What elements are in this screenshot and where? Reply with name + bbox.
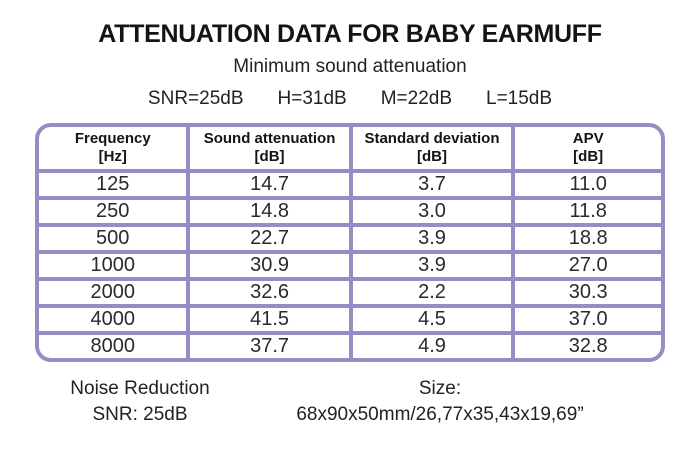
col-header-apv-unit: [dB] [573, 148, 604, 165]
noise-reduction-value: SNR: 25dB [92, 404, 188, 425]
cell-sound-attenuation: 22.7 [186, 223, 353, 254]
col-header-standard-deviation-label: Standard deviation [364, 130, 500, 147]
cell-standard-deviation: 3.9 [348, 250, 516, 281]
size-value: 68x90x50mm/26,77x35,43x19,69” [296, 404, 584, 425]
cell-standard-deviation: 4.5 [348, 304, 516, 335]
cell-sound-attenuation: 41.5 [186, 304, 353, 335]
cell-sound-attenuation: 14.7 [186, 169, 353, 200]
footer: Noise Reduction SNR: 25dB Size: 68x90x50… [0, 376, 700, 438]
col-header-standard-deviation: Standard deviation [dB] [348, 127, 516, 173]
param-h: H=31dB [277, 88, 347, 109]
cell-apv: 11.8 [511, 196, 661, 227]
cell-frequency: 2000 [39, 277, 191, 308]
table-header-row: Frequency [Hz] Sound attenuation [dB] St… [39, 127, 661, 173]
cell-standard-deviation: 2.2 [348, 277, 516, 308]
cell-standard-deviation: 4.9 [348, 331, 516, 358]
table-row: 2000 32.6 2.2 30.3 [39, 277, 661, 308]
table-row: 8000 37.7 4.9 32.8 [39, 331, 661, 358]
table-row: 500 22.7 3.9 18.8 [39, 223, 661, 254]
col-header-apv-label: APV [572, 130, 604, 147]
col-header-apv: APV [dB] [511, 127, 661, 173]
cell-frequency: 500 [39, 223, 191, 254]
subtitle: Minimum sound attenuation [233, 56, 467, 77]
cell-apv: 18.8 [511, 223, 661, 254]
cell-standard-deviation: 3.0 [348, 196, 516, 227]
param-snr: SNR=25dB [147, 88, 244, 109]
col-header-frequency-unit: [Hz] [98, 148, 127, 165]
snr-params-row: SNR=25dB H=31dB M=22dB L=15dB [0, 87, 700, 110]
table-row: 1000 30.9 3.9 27.0 [39, 250, 661, 281]
cell-frequency: 4000 [39, 304, 191, 335]
size-label: Size: [418, 378, 462, 399]
attenuation-table: Frequency [Hz] Sound attenuation [dB] St… [35, 123, 665, 362]
cell-apv: 37.0 [511, 304, 661, 335]
col-header-sound-attenuation: Sound attenuation [dB] [186, 127, 353, 173]
cell-sound-attenuation: 32.6 [186, 277, 353, 308]
cell-apv: 11.0 [511, 169, 661, 200]
noise-reduction-label: Noise Reduction [70, 378, 210, 399]
cell-frequency: 8000 [39, 331, 191, 358]
table-row: 125 14.7 3.7 11.0 [39, 169, 661, 200]
cell-standard-deviation: 3.9 [348, 223, 516, 254]
col-header-frequency-label: Frequency [74, 130, 151, 147]
cell-frequency: 1000 [39, 250, 191, 281]
col-header-sound-attenuation-label: Sound attenuation [203, 130, 336, 147]
table-row: 4000 41.5 4.5 37.0 [39, 304, 661, 335]
cell-apv: 30.3 [511, 277, 661, 308]
param-m: M=22dB [380, 88, 453, 109]
cell-standard-deviation: 3.7 [348, 169, 516, 200]
cell-sound-attenuation: 37.7 [186, 331, 353, 358]
page-title: ATTENUATION DATA FOR BABY EARMUFF [98, 20, 602, 48]
cell-apv: 27.0 [511, 250, 661, 281]
col-header-sound-attenuation-unit: [dB] [254, 148, 285, 165]
cell-frequency: 125 [39, 169, 191, 200]
table-row: 250 14.8 3.0 11.8 [39, 196, 661, 227]
cell-apv: 32.8 [511, 331, 661, 358]
size-block: Size: 68x90x50mm/26,77x35,43x19,69” [215, 376, 665, 428]
cell-sound-attenuation: 30.9 [186, 250, 353, 281]
param-l: L=15dB [486, 88, 553, 109]
cell-frequency: 250 [39, 196, 191, 227]
cell-sound-attenuation: 14.8 [186, 196, 353, 227]
col-header-frequency: Frequency [Hz] [39, 127, 191, 173]
noise-reduction-block: Noise Reduction SNR: 25dB [40, 376, 240, 428]
col-header-standard-deviation-unit: [dB] [416, 148, 447, 165]
